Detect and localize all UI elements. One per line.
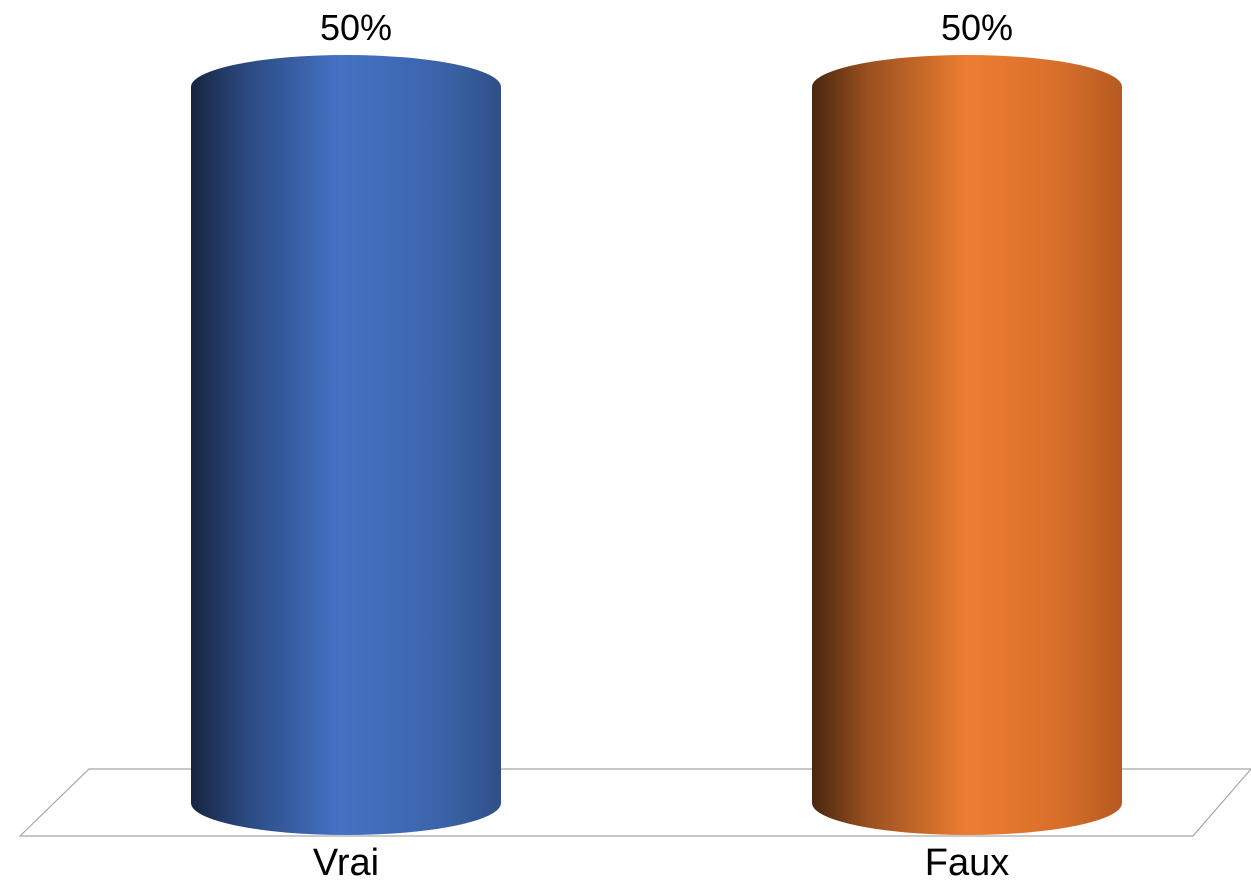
chart-floor [18,768,1251,837]
category-label: Vrai [313,842,379,884]
data-label: 50% [320,7,392,48]
bar-faux [812,55,1122,835]
category-label: Faux [925,842,1009,884]
bar-body [191,87,501,835]
bar-top-cap [191,55,501,119]
bar-body [812,87,1122,835]
bar-top-cap [812,55,1122,119]
data-label: 50% [941,7,1013,48]
bar-vrai [191,55,501,835]
